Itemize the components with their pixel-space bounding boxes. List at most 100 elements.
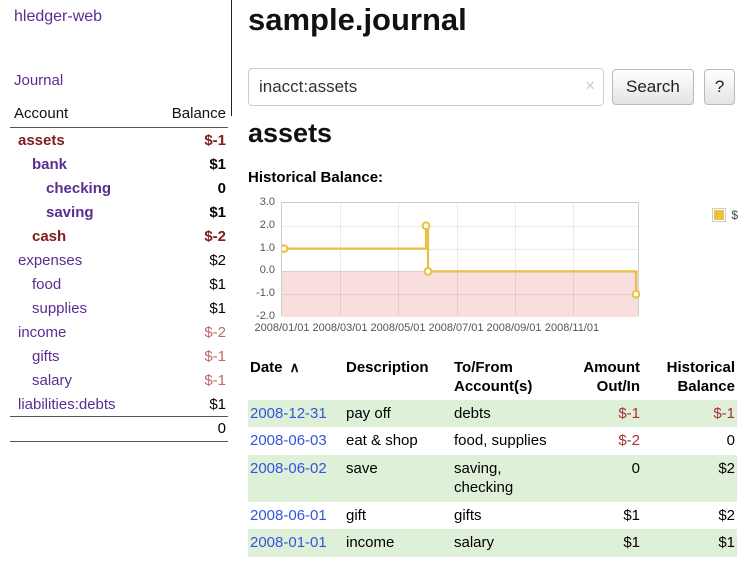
account-link-liabilities-debts[interactable]: liabilities:debts (18, 395, 116, 413)
transaction-balance: $-1 (713, 404, 735, 422)
account-row: income $-2 (10, 320, 228, 344)
account-balance: $1 (209, 299, 226, 317)
y-tick-label: -2.0 (256, 310, 275, 322)
search-bar: × Search ? (248, 68, 736, 106)
account-link-gifts[interactable]: gifts (32, 347, 60, 365)
account-link-bank[interactable]: bank (32, 155, 68, 173)
amount-column-header: Amount Out/In (583, 359, 640, 395)
transaction-balance: $1 (718, 534, 735, 551)
gridline (282, 294, 638, 295)
transaction-date-link[interactable]: 2008-06-03 (250, 432, 327, 449)
account-row: cash $-2 (10, 224, 228, 248)
x-tick-label: 2008/11/01 (544, 322, 600, 334)
account-heading: assets (248, 118, 333, 148)
chart-title: Historical Balance: (248, 169, 384, 186)
account-link-salary[interactable]: salary (32, 371, 73, 389)
transaction-date-link[interactable]: 2008-06-01 (250, 506, 327, 524)
account-balance: $2 (209, 251, 226, 269)
transaction-amount: $-2 (618, 432, 640, 449)
transaction-accounts: salary (454, 534, 495, 551)
transaction-row: 2008-12-31 pay off debts $-1 $-1 (248, 399, 737, 427)
account-balance: $-1 (204, 347, 226, 365)
legend-label: $ (731, 208, 738, 222)
app-title-link[interactable]: hledger-web (14, 8, 103, 25)
transaction-amount: $1 (623, 534, 640, 551)
account-link-saving[interactable]: saving (46, 203, 94, 221)
account-link-assets[interactable]: assets (18, 131, 65, 149)
transaction-date-link[interactable]: 2008-12-31 (250, 404, 327, 422)
transaction-balance: 0 (726, 432, 735, 449)
account-row: liabilities:debts $1 (10, 392, 228, 416)
account-link-supplies[interactable]: supplies (32, 299, 88, 317)
search-button[interactable]: Search (612, 69, 694, 105)
gridline (340, 203, 341, 315)
date-column-header[interactable]: Date ∧ (248, 356, 344, 400)
transaction-accounts: gifts (454, 506, 482, 524)
transaction-accounts: saving, checking (454, 459, 514, 497)
transaction-balance: $2 (718, 459, 735, 477)
transaction-description: eat & shop (346, 432, 418, 449)
account-row: food $1 (10, 272, 228, 296)
gridline (457, 203, 458, 315)
transaction-amount: $-1 (618, 404, 640, 422)
y-tick-label: 1.0 (259, 241, 275, 254)
help-button[interactable]: ? (703, 69, 736, 105)
transaction-date-link[interactable]: 2008-06-02 (250, 459, 327, 477)
transaction-row: 2008-06-01 gift gifts $1 $2 (248, 502, 737, 530)
account-balance: $-2 (204, 323, 226, 341)
transaction-accounts: food, supplies (454, 432, 547, 449)
account-row: expenses $2 (10, 248, 228, 272)
account-link-checking[interactable]: checking (46, 179, 112, 197)
chart-legend: $ (712, 208, 738, 222)
account-link-food[interactable]: food (32, 275, 62, 293)
description-column-header: Description (346, 359, 429, 376)
gridline (398, 203, 399, 315)
balance-series-line (282, 221, 640, 299)
x-tick-label: 2008/07/01 (428, 322, 484, 334)
x-tick-label: 2008/09/01 (486, 322, 542, 334)
balance-column-header: Historical Balance (666, 359, 735, 395)
account-balance: $-1 (204, 371, 226, 389)
transaction-description: pay off (346, 404, 391, 422)
x-tick-label: 2008/05/01 (370, 322, 426, 334)
account-row: supplies $1 (10, 296, 228, 320)
account-link-expenses[interactable]: expenses (18, 251, 83, 269)
chart-plot-area (281, 202, 640, 317)
search-input[interactable] (248, 68, 604, 106)
balance-column-header: Balance (171, 105, 226, 122)
account-row: checking 0 (10, 176, 228, 200)
date-header-label: Date (250, 359, 283, 376)
x-tick-label: 2008/01/01 (254, 322, 310, 334)
gridline (282, 226, 638, 227)
gridline (282, 249, 638, 250)
transaction-amount: $1 (623, 506, 640, 524)
clear-search-icon[interactable]: × (585, 76, 595, 95)
accounts-column-header: To/From Account(s) (454, 359, 533, 395)
page-title: sample.journal (248, 2, 467, 37)
account-balance: $1 (209, 203, 226, 221)
register-table: Date ∧ Description To/From Account(s) Amo… (248, 356, 737, 557)
transaction-balance: $2 (718, 506, 735, 524)
account-link-income[interactable]: income (18, 323, 67, 341)
sidebar: hledger-web Journal Account Balance asse… (0, 0, 232, 582)
accounts-total: 0 (10, 416, 228, 442)
transaction-row: 2008-06-02 save saving, checking 0 $2 (248, 454, 737, 502)
transaction-row: 2008-01-01 income salary $1 $1 (248, 529, 737, 557)
account-balance: $1 (209, 155, 226, 173)
account-balance: $-1 (204, 131, 226, 149)
y-tick-label: 0.0 (259, 264, 275, 277)
account-row: assets $-1 (10, 128, 228, 152)
register-header-row: Date ∧ Description To/From Account(s) Amo… (248, 356, 737, 400)
transaction-row: 2008-06-03 eat & shop food, supplies $-2… (248, 427, 737, 455)
account-link-cash[interactable]: cash (32, 227, 67, 245)
account-balance-table: Account Balance assets $-1 bank $1 check… (10, 103, 228, 442)
account-row: saving $1 (10, 200, 228, 224)
gridline (573, 203, 574, 315)
transaction-date-link[interactable]: 2008-01-01 (250, 534, 327, 551)
sidebar-item-journal[interactable]: Journal (14, 72, 64, 89)
y-tick-label: 3.0 (259, 196, 275, 208)
transaction-description: income (346, 534, 395, 551)
transaction-amount: 0 (631, 459, 640, 477)
main-content: sample.journal × Search ? assets Histori… (248, 0, 742, 582)
legend-swatch (712, 208, 727, 222)
